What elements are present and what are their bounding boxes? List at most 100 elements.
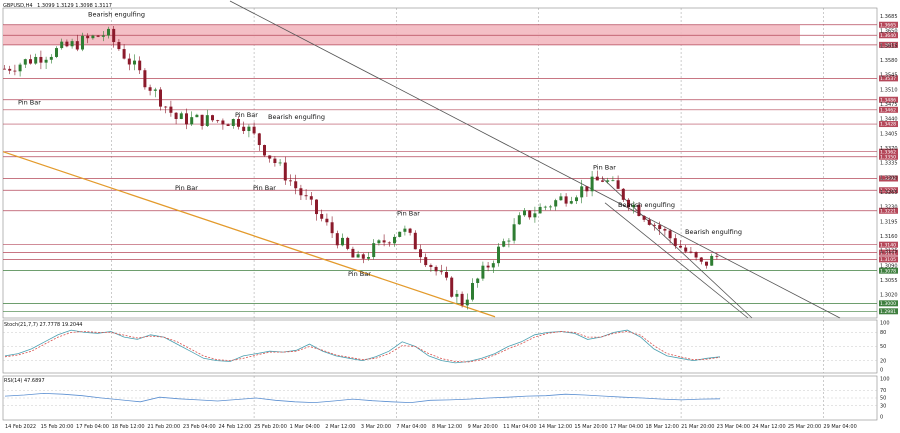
candle-body [148,87,152,91]
candle-body [367,257,370,259]
symbol-label: GBPUSD,H4 [3,3,33,9]
y-tick-label: 1.3650 [880,29,898,35]
candle-body [486,265,490,268]
candle-body [663,229,667,231]
x-tick-label: 3 Mar 20:00 [361,424,391,430]
stoch-tick-label: 80 [880,330,886,336]
candle-body [476,278,480,283]
price-level-tag [879,249,898,256]
pattern-annotation: Bearish engulfing [88,10,145,18]
y-tick-label: 1.3440 [880,117,898,123]
candle-body [398,231,402,237]
price-level-label: 1.3298 [880,176,896,182]
candle-body [408,228,412,233]
candle-body [60,41,64,49]
price-level-tag [879,153,898,160]
pattern-annotation: Bearish engulfing [685,228,742,236]
candle-body [653,224,656,226]
stoch-series-main [4,329,721,364]
candle-body [309,196,313,200]
rsi-tick-label: 0 [880,415,883,421]
price-level-tag [879,106,898,113]
price-level-label: 1.2981 [880,309,896,315]
candle-body [523,210,526,216]
candle-body [86,35,90,39]
candle-body [320,214,324,219]
price-level-tag [879,256,898,263]
candle-body [502,241,506,247]
price-level-label: 1.3270 [880,188,896,194]
candle-body [112,28,116,43]
candle-body [507,240,511,242]
candle-body [554,200,558,207]
candle-body [637,204,641,216]
trendline-channel-upper [229,0,841,319]
chart-header: GBPUSD,H4 1.3099 1.3129 1.3098 1.3117 [3,3,112,9]
ohlc-readout: 1.3099 1.3129 1.3098 1.3117 [37,3,112,9]
candle-body [304,195,308,197]
candle-body [289,180,292,182]
candle-body [133,60,136,65]
candle-body [595,176,599,181]
candle-body [372,243,376,258]
x-tick-label: 7 Mar 04:00 [396,424,426,430]
price-level-tag [879,175,898,182]
price-level-tag [879,267,898,274]
candle-body [242,126,246,132]
price-level-tag [879,41,898,48]
candle-body [55,48,58,57]
candle-body [200,114,204,126]
y-tick-label: 1.3055 [880,278,898,284]
y-tick-label: 1.3475 [880,102,898,108]
candle-body [445,272,448,278]
price-level-label: 1.3617 [880,43,896,49]
candle-body [679,245,682,248]
candle-body [715,255,719,257]
candle-body [247,126,251,132]
x-tick-label: 17 Mar 04:00 [610,424,643,430]
candle-body [658,225,662,230]
x-tick-label: 21 Feb 20:00 [147,424,180,430]
candle-body [413,232,417,250]
price-level-label: 1.3121 [880,250,896,256]
candle-body [330,222,334,234]
x-tick-label: 29 Mar 04:00 [823,424,856,430]
y-tick-label: 1.3685 [880,14,898,20]
price-level-label: 1.3640 [880,33,896,39]
price-level-tag [879,121,898,128]
main-pane [2,7,878,319]
candle-body [361,254,365,259]
candle-body [153,89,157,91]
candle-body [13,70,17,72]
candle-body [590,176,594,192]
candle-body [252,126,256,134]
price-level-label: 1.3105 [880,257,896,263]
candle-body [159,89,162,107]
x-tick-label: 24 Mar 12:00 [752,424,785,430]
price-level-tag [879,148,898,155]
candle-body [164,106,168,108]
candle-body [96,35,100,37]
candle-body [107,28,110,36]
candle-body [710,255,714,266]
x-tick-label: 15 Feb 20:00 [41,424,74,430]
price-level-tag [879,96,898,103]
x-tick-label: 14 Mar 12:00 [539,424,572,430]
candle-body [616,180,620,189]
price-level-tag [879,308,898,315]
candle-body [549,206,552,208]
candle-body [647,219,651,225]
candle-body [533,213,537,218]
x-tick-label: 1 Mar 04:00 [290,424,320,430]
candle-body [627,199,630,208]
price-level-label: 1.3428 [880,122,896,128]
price-level-label: 1.3486 [880,97,896,103]
x-tick-label: 23 Mar 04:00 [717,424,750,430]
x-tick-label: 2 Mar 12:00 [325,424,355,430]
candle-body [705,261,708,266]
price-level-label: 1.3000 [880,301,896,307]
rsi-tick-label: 30 [880,403,886,409]
y-tick-label: 1.3195 [880,219,898,225]
